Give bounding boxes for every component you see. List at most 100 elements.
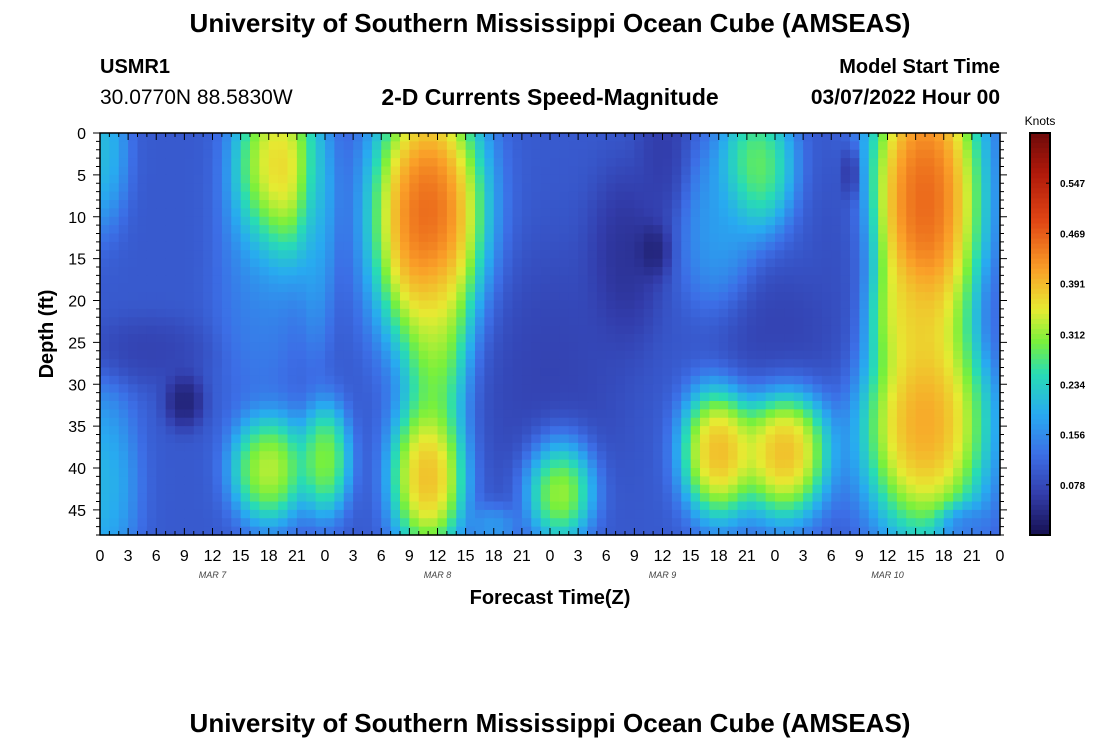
heat-cell [296,300,307,310]
heat-cell [850,509,860,519]
heat-cell [409,208,420,218]
heat-cell [971,459,982,469]
heat-cell [353,476,364,486]
heat-cell [156,367,167,377]
heat-cell [775,158,785,168]
heat-cell [915,216,926,226]
heat-cell [700,200,710,209]
heat-cell [221,308,232,318]
heat-cell [728,317,739,327]
heat-cell [400,493,410,503]
heat-cell [128,493,139,503]
heat-cell [156,334,167,343]
heat-cell [812,484,823,494]
heat-cell [559,459,570,469]
heat-cell [268,350,279,360]
heat-cell [634,476,645,486]
heat-cell [606,409,617,419]
heat-cell [671,476,682,486]
heat-cell [784,434,795,444]
heat-cell [156,442,167,452]
heat-cell [137,484,148,494]
heat-cell [934,241,945,251]
heat-cell [456,509,467,519]
heat-cell [315,359,326,369]
heat-cell [896,191,907,201]
heat-cell [671,233,682,243]
heat-cell [540,526,551,536]
heat-cell [803,459,814,469]
heat-cell [362,166,373,176]
heat-cell [578,258,589,268]
heat-cell [381,191,392,201]
heat-cell [971,325,982,335]
heat-cell [690,350,701,360]
heat-cell [737,267,748,276]
heat-cell [521,166,532,176]
heat-cell [971,292,982,302]
heat-cell [756,367,767,377]
heat-cell [728,200,739,209]
heat-cell [381,216,392,226]
heat-cell [343,166,354,176]
heat-cell [484,149,495,159]
heat-cell [315,258,326,268]
heat-cell [503,292,514,302]
heat-cell [981,526,992,536]
heat-cell [540,233,551,243]
heat-cell [671,241,682,251]
heat-cell [278,208,289,218]
heat-cell [925,350,935,360]
heat-cell [550,468,560,477]
heat-cell [765,208,776,218]
heat-cell [278,442,289,452]
heat-cell [775,426,785,436]
heat-cell [878,526,889,536]
heat-cell [859,300,870,310]
heat-cell [137,334,148,343]
heat-cell [109,384,120,394]
heat-cell [381,451,392,461]
heat-cell [381,317,392,327]
heat-cell [793,442,804,452]
heat-cell [362,149,373,159]
heat-cell [278,275,289,285]
heat-cell [625,459,635,469]
heat-cell [756,200,767,209]
heat-cell [250,451,260,461]
heat-cell [737,459,748,469]
heat-cell [428,334,439,343]
heat-cell [287,250,298,260]
x-tick-label: 0 [771,548,780,565]
heat-cell [437,208,448,218]
heat-cell [906,208,917,218]
heat-cell [896,484,907,494]
heat-cell [746,392,757,402]
heat-cell [709,233,720,243]
heat-cell [325,325,335,335]
heat-cell [990,225,1001,235]
heat-cell [615,434,626,444]
heat-cell [765,526,776,536]
heat-cell [118,392,129,402]
heat-cell [803,158,814,168]
heat-cell [625,442,635,452]
heat-cell [343,384,354,394]
heat-cell [343,375,354,385]
heatmap-chart: 0 3 6 9 12 15 18 21 0 3 6 9 12 15 18 21 0 3 6 9 12 15 18 21 0 3 6 9… [36,114,1085,609]
heat-cell [203,342,214,352]
heat-cell [259,459,270,469]
heat-cell [287,200,298,209]
heat-cell [493,392,504,402]
heat-cell [653,359,664,369]
heat-cell [643,476,654,486]
heat-cell [250,208,260,218]
heat-cell [165,375,176,385]
heat-cell [887,174,898,184]
heat-cell [634,292,645,302]
heat-cell [746,350,757,360]
heat-cell [840,325,851,335]
heat-cell [278,484,289,494]
heat-cell [325,141,335,151]
heat-cell [896,325,907,335]
